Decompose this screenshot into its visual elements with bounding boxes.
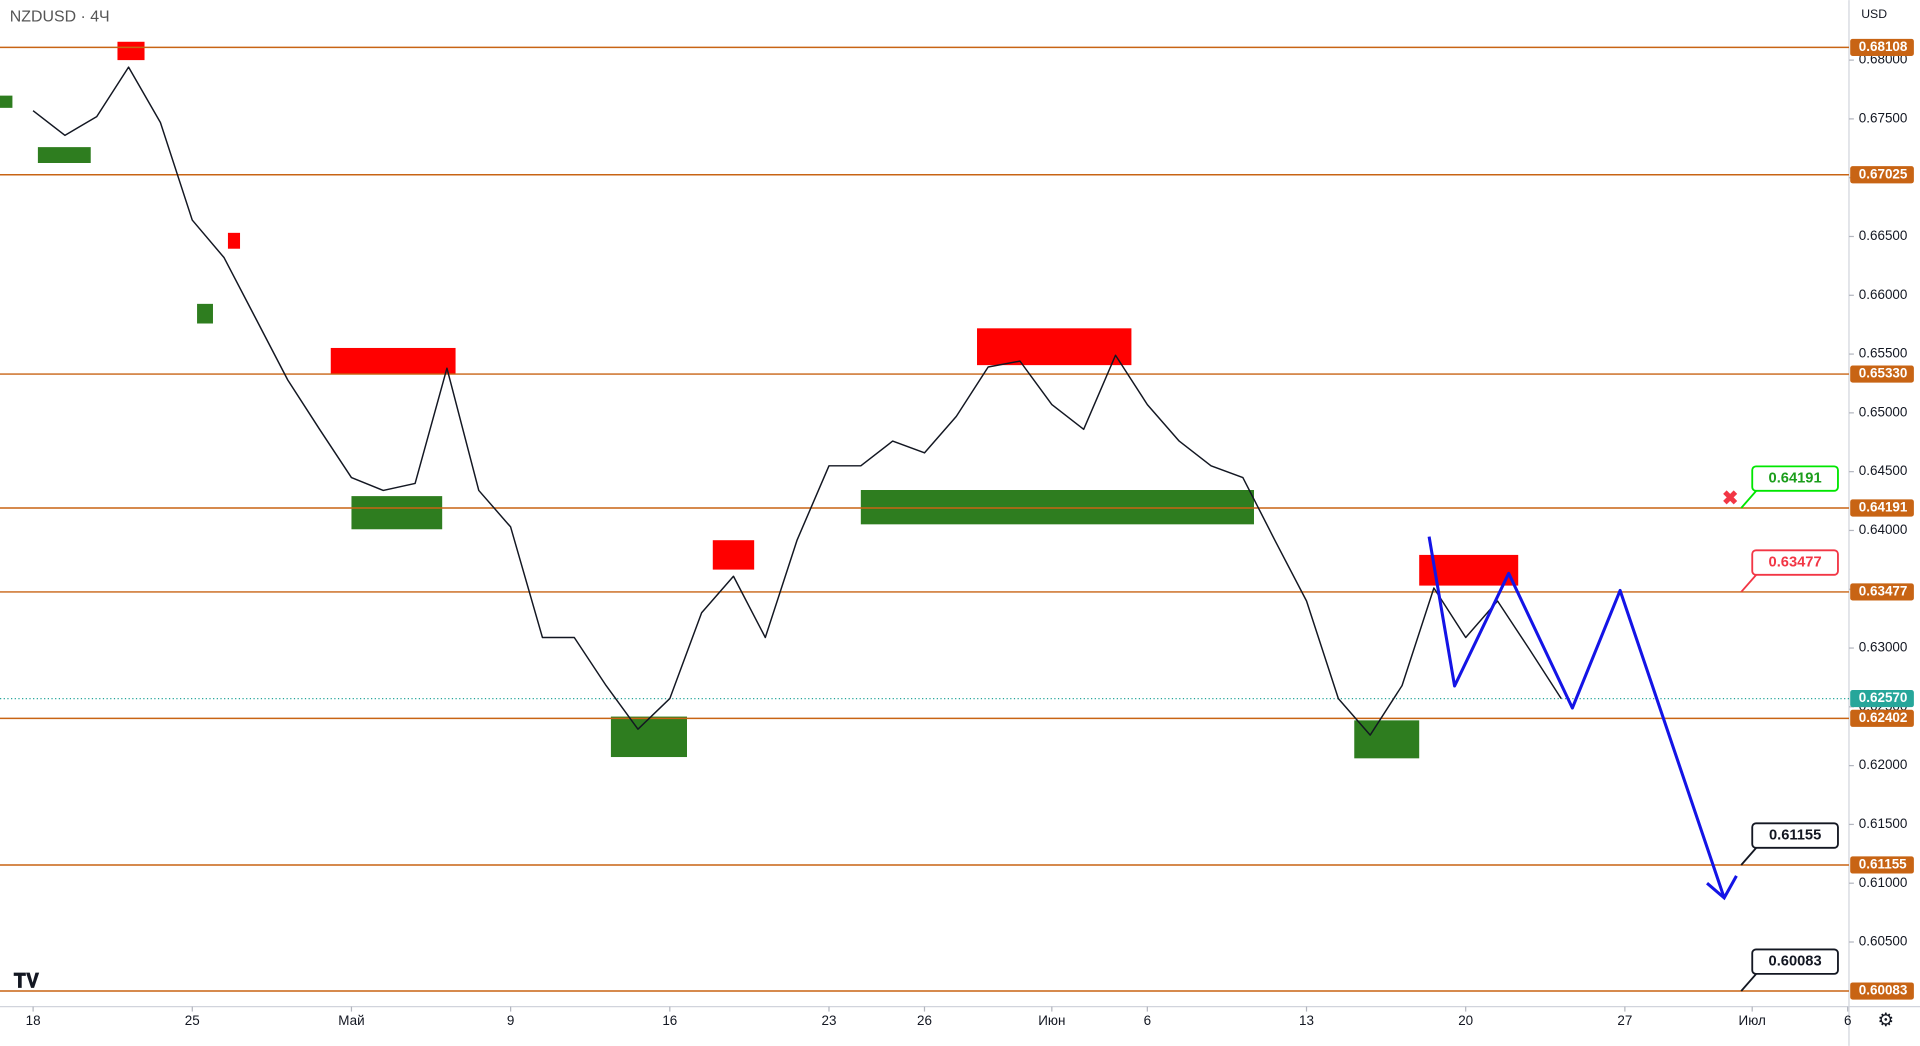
zone bbox=[117, 41, 145, 61]
x-tick-label: 25 bbox=[185, 1013, 200, 1028]
settings-icon[interactable]: ⚙ bbox=[1877, 1009, 1893, 1030]
symbol-title: NZDUSD · 4Ч bbox=[10, 8, 110, 25]
x-tick-label: Май bbox=[338, 1013, 364, 1028]
level-badge bbox=[1850, 166, 1914, 184]
level-badge bbox=[1850, 38, 1914, 56]
level-badge bbox=[1850, 365, 1914, 383]
projection-line bbox=[1427, 536, 1726, 899]
y-tick-label: 0.61000 bbox=[1859, 875, 1908, 890]
y-tick-label: 0.67500 bbox=[1859, 110, 1908, 125]
callout-box bbox=[1751, 822, 1839, 849]
y-tick-label: 0.63000 bbox=[1859, 640, 1908, 655]
level-badge-label: 0.60083 bbox=[1859, 983, 1908, 998]
y-tick-label: 0.60500 bbox=[1859, 934, 1908, 949]
level-badge-label: 0.65330 bbox=[1859, 366, 1908, 381]
x-tick-label: 6 bbox=[1144, 1013, 1151, 1028]
x-tick-label: 9 bbox=[507, 1013, 514, 1028]
callout-label: 0.63477 bbox=[1769, 554, 1822, 570]
x-tick-label: 13 bbox=[1299, 1013, 1314, 1028]
x-tick-label: 18 bbox=[26, 1013, 41, 1028]
callout-box bbox=[1751, 465, 1839, 492]
callout-label: 0.60083 bbox=[1769, 954, 1822, 970]
zone bbox=[977, 328, 1132, 366]
arrow-head bbox=[1706, 875, 1738, 901]
zone bbox=[1354, 720, 1420, 759]
zone bbox=[351, 496, 443, 530]
zone bbox=[860, 490, 1254, 525]
x-tick-label: 27 bbox=[1617, 1013, 1632, 1028]
level-badge bbox=[1850, 583, 1914, 601]
x-tick-label: 20 bbox=[1458, 1013, 1473, 1028]
y-tick-label: 0.62000 bbox=[1859, 757, 1908, 772]
last-price-badge bbox=[1850, 690, 1914, 708]
callout-box bbox=[1751, 549, 1839, 576]
x-tick-label: 26 bbox=[917, 1013, 932, 1028]
last-price-label: 0.62570 bbox=[1859, 690, 1908, 705]
y-tick-label: 0.66000 bbox=[1859, 287, 1908, 302]
level-badge bbox=[1850, 709, 1914, 727]
x-tick-label: Июл bbox=[1739, 1013, 1766, 1028]
price-line bbox=[32, 66, 1562, 736]
x-tick-label: 23 bbox=[822, 1013, 837, 1028]
y-tick-label: 0.61500 bbox=[1859, 816, 1908, 831]
level-badge-label: 0.63477 bbox=[1859, 584, 1908, 599]
zone bbox=[197, 303, 213, 324]
zone bbox=[610, 716, 688, 758]
tv-logo: 𝐓𝐕 bbox=[13, 970, 40, 992]
cross-marker: ✖ bbox=[1722, 488, 1738, 510]
x-tick-label: 6 bbox=[1844, 1013, 1851, 1028]
y-tick-label: 0.65500 bbox=[1859, 346, 1908, 361]
callout-label: 0.64191 bbox=[1769, 470, 1822, 486]
level-badge-label: 0.68108 bbox=[1859, 39, 1908, 54]
y-tick-label: 0.64000 bbox=[1859, 522, 1908, 537]
callout-label: 0.61155 bbox=[1769, 827, 1821, 843]
y-tick-label: 0.64500 bbox=[1859, 463, 1908, 478]
level-badge-label: 0.62402 bbox=[1859, 710, 1908, 725]
level-badge-label: 0.67025 bbox=[1859, 166, 1908, 181]
level-badge-label: 0.61155 bbox=[1859, 857, 1907, 872]
zone bbox=[0, 95, 13, 108]
y-tick-label: 0.66500 bbox=[1859, 228, 1908, 243]
zone bbox=[227, 232, 241, 249]
level-badge-label: 0.64191 bbox=[1859, 500, 1908, 515]
level-badge bbox=[1850, 982, 1914, 1000]
zone bbox=[712, 540, 755, 570]
x-tick-label: 16 bbox=[662, 1013, 677, 1028]
level-badge bbox=[1850, 499, 1914, 517]
zone bbox=[37, 147, 91, 163]
plot: 0.605000.610000.615000.620000.625000.630… bbox=[0, 38, 1914, 1028]
callout-box bbox=[1751, 948, 1839, 975]
y-tick-label: 0.65000 bbox=[1859, 404, 1908, 419]
currency[interactable]: USD bbox=[1861, 7, 1887, 21]
x-tick-label: Июн bbox=[1038, 1013, 1065, 1028]
level-badge bbox=[1850, 856, 1914, 874]
zone bbox=[330, 347, 456, 374]
